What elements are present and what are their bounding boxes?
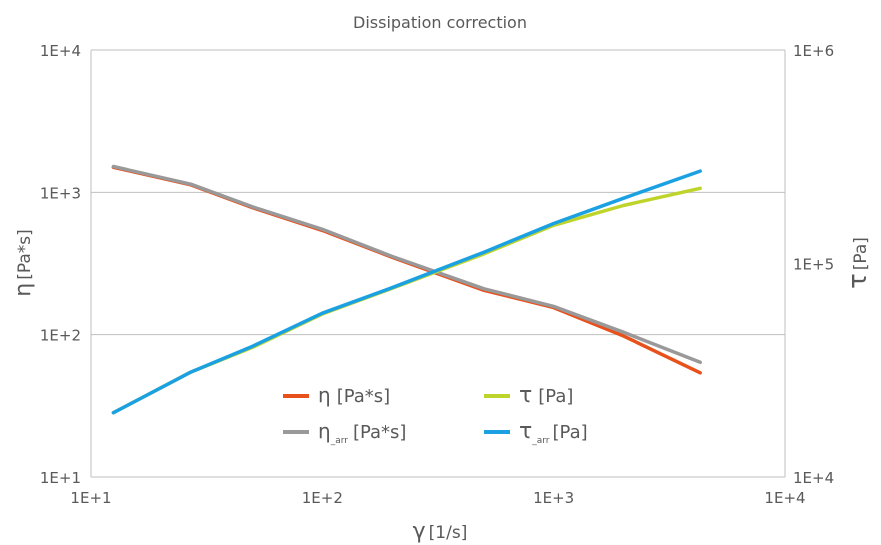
chart-title: Dissipation correction: [353, 13, 527, 32]
legend-eta-symbol: η: [318, 383, 331, 407]
y-left-axis-label: η [Pa*s]: [11, 229, 36, 296]
legend-item-eta: η [Pa*s]: [283, 383, 390, 407]
gridlines: [91, 49, 785, 478]
legend-tau-arr-symbol: τ: [519, 419, 532, 444]
legend-label-eta: η [Pa*s]: [318, 383, 390, 407]
y-right-axis-label: τ [Pa]: [843, 237, 873, 289]
tick-labels: 1E+1 1E+2 1E+3 1E+4 1E+1 1E+2 1E+3 1E+4 1E+4 1E+5…: [40, 42, 834, 507]
legend-item-tau-arr: τ_arr [Pa]: [484, 419, 588, 446]
legend-item-eta-arr: η_arr [Pa*s]: [283, 419, 406, 446]
y-left-tick-label: 1E+1: [40, 469, 81, 487]
legend-tau-symbol: τ: [519, 383, 532, 408]
x-tick-label: 1E+4: [764, 489, 805, 507]
x-axis-label: γ [1/s]: [413, 519, 468, 544]
series-line-2: [111, 186, 702, 415]
x-tick-label: 1E+2: [302, 489, 343, 507]
y-left-axis-symbol: η: [11, 283, 36, 297]
legend-label-tau-arr: τ_arr [Pa]: [519, 419, 588, 446]
series-line-0: [111, 165, 702, 375]
y-left-axis-unit: [Pa*s]: [15, 229, 35, 280]
x-axis-unit: [1/s]: [429, 523, 468, 543]
legend-item-tau: τ [Pa]: [484, 383, 573, 408]
y-right-tick-label: 1E+4: [793, 469, 834, 487]
y-left-tick-label: 1E+2: [40, 327, 81, 345]
y-left-tick-label: 1E+4: [40, 42, 81, 60]
y-right-tick-label: 1E+5: [793, 256, 834, 274]
x-tick-label: 1E+1: [70, 489, 111, 507]
legend-eta-arr-sub: _arr: [330, 436, 349, 446]
y-right-axis-unit: [Pa]: [851, 237, 871, 270]
series-line-3: [111, 169, 702, 415]
y-right-tick-label: 1E+6: [793, 42, 834, 60]
series-line-1: [111, 164, 702, 365]
legend-eta-arr-unit: [Pa*s]: [353, 422, 407, 443]
legend-label-tau: τ [Pa]: [519, 383, 573, 408]
legend-label-eta-arr: η_arr [Pa*s]: [318, 419, 406, 446]
y-left-tick-label: 1E+3: [40, 184, 81, 202]
legend-tau-unit: [Pa]: [538, 386, 573, 407]
x-tick-label: 1E+3: [533, 489, 574, 507]
series-lines: [111, 164, 702, 415]
legend-tau-arr-unit: [Pa]: [553, 422, 588, 443]
y-right-axis-symbol: τ: [843, 273, 873, 289]
legend-tau-arr-sub: _arr: [531, 436, 550, 446]
x-axis-symbol: γ: [413, 519, 426, 544]
legend-eta-arr-symbol: η: [318, 419, 331, 443]
legend-eta-unit: [Pa*s]: [337, 386, 391, 407]
legend: η [Pa*s] η_arr [Pa*s] τ [Pa] τ_arr [Pa]: [283, 383, 588, 446]
